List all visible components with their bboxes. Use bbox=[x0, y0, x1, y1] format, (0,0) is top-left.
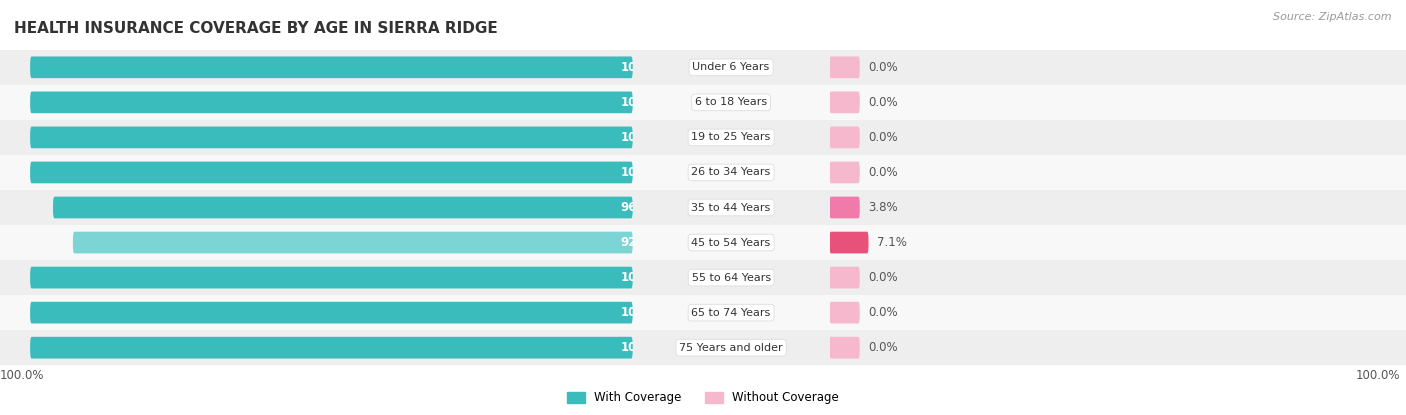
Bar bbox=[0, 190, 633, 225]
Text: Under 6 Years: Under 6 Years bbox=[693, 62, 769, 72]
Text: 0.0%: 0.0% bbox=[868, 131, 897, 144]
FancyBboxPatch shape bbox=[830, 127, 859, 148]
Bar bbox=[633, 330, 830, 365]
Text: 3.8%: 3.8% bbox=[868, 201, 897, 214]
Bar bbox=[830, 260, 1406, 295]
Text: 0.0%: 0.0% bbox=[868, 166, 897, 179]
Text: 26 to 34 Years: 26 to 34 Years bbox=[692, 168, 770, 178]
Bar bbox=[633, 155, 830, 190]
Bar bbox=[0, 120, 633, 155]
Bar bbox=[0, 85, 633, 120]
Text: 65 to 74 Years: 65 to 74 Years bbox=[692, 308, 770, 317]
Text: 100.0%: 100.0% bbox=[1355, 369, 1400, 382]
Text: 45 to 54 Years: 45 to 54 Years bbox=[692, 237, 770, 247]
Text: 19 to 25 Years: 19 to 25 Years bbox=[692, 132, 770, 142]
Text: 0.0%: 0.0% bbox=[868, 96, 897, 109]
Bar bbox=[830, 155, 1406, 190]
FancyBboxPatch shape bbox=[53, 197, 633, 218]
FancyBboxPatch shape bbox=[30, 161, 633, 183]
FancyBboxPatch shape bbox=[830, 232, 869, 254]
Text: 75 Years and older: 75 Years and older bbox=[679, 343, 783, 353]
Bar bbox=[0, 50, 633, 85]
Bar bbox=[633, 120, 830, 155]
Bar bbox=[0, 295, 633, 330]
Text: 55 to 64 Years: 55 to 64 Years bbox=[692, 273, 770, 283]
Bar bbox=[830, 190, 1406, 225]
Bar bbox=[830, 225, 1406, 260]
Bar bbox=[0, 225, 633, 260]
Text: 0.0%: 0.0% bbox=[868, 341, 897, 354]
FancyBboxPatch shape bbox=[30, 302, 633, 324]
FancyBboxPatch shape bbox=[30, 91, 633, 113]
Bar bbox=[830, 295, 1406, 330]
Text: Source: ZipAtlas.com: Source: ZipAtlas.com bbox=[1274, 12, 1392, 22]
Bar bbox=[830, 120, 1406, 155]
Bar bbox=[830, 85, 1406, 120]
Bar bbox=[0, 155, 633, 190]
FancyBboxPatch shape bbox=[830, 161, 859, 183]
FancyBboxPatch shape bbox=[830, 337, 859, 359]
FancyBboxPatch shape bbox=[73, 232, 633, 254]
Text: 0.0%: 0.0% bbox=[868, 271, 897, 284]
FancyBboxPatch shape bbox=[30, 337, 633, 359]
Bar bbox=[0, 330, 633, 365]
Bar bbox=[830, 330, 1406, 365]
Bar bbox=[633, 50, 830, 85]
FancyBboxPatch shape bbox=[830, 267, 859, 288]
Text: 100.0%: 100.0% bbox=[620, 61, 669, 74]
Text: 100.0%: 100.0% bbox=[620, 96, 669, 109]
Text: 100.0%: 100.0% bbox=[0, 369, 45, 382]
Text: 100.0%: 100.0% bbox=[620, 166, 669, 179]
FancyBboxPatch shape bbox=[830, 197, 859, 218]
Bar bbox=[830, 50, 1406, 85]
Text: 35 to 44 Years: 35 to 44 Years bbox=[692, 203, 770, 212]
Text: 0.0%: 0.0% bbox=[868, 306, 897, 319]
Text: 100.0%: 100.0% bbox=[620, 306, 669, 319]
Text: 0.0%: 0.0% bbox=[868, 61, 897, 74]
Bar bbox=[633, 190, 830, 225]
Text: 92.9%: 92.9% bbox=[620, 236, 662, 249]
FancyBboxPatch shape bbox=[830, 56, 859, 78]
FancyBboxPatch shape bbox=[30, 56, 633, 78]
Bar bbox=[0, 260, 633, 295]
FancyBboxPatch shape bbox=[830, 91, 859, 113]
Text: 100.0%: 100.0% bbox=[620, 131, 669, 144]
Text: 7.1%: 7.1% bbox=[877, 236, 907, 249]
Bar bbox=[633, 225, 830, 260]
Legend: With Coverage, Without Coverage: With Coverage, Without Coverage bbox=[562, 387, 844, 409]
FancyBboxPatch shape bbox=[30, 127, 633, 148]
Text: 6 to 18 Years: 6 to 18 Years bbox=[695, 98, 768, 107]
Text: 96.2%: 96.2% bbox=[620, 201, 662, 214]
Text: 100.0%: 100.0% bbox=[620, 341, 669, 354]
FancyBboxPatch shape bbox=[30, 267, 633, 288]
Bar bbox=[633, 85, 830, 120]
FancyBboxPatch shape bbox=[830, 302, 859, 324]
Bar bbox=[633, 295, 830, 330]
Bar bbox=[633, 260, 830, 295]
Text: HEALTH INSURANCE COVERAGE BY AGE IN SIERRA RIDGE: HEALTH INSURANCE COVERAGE BY AGE IN SIER… bbox=[14, 21, 498, 36]
Text: 100.0%: 100.0% bbox=[620, 271, 669, 284]
